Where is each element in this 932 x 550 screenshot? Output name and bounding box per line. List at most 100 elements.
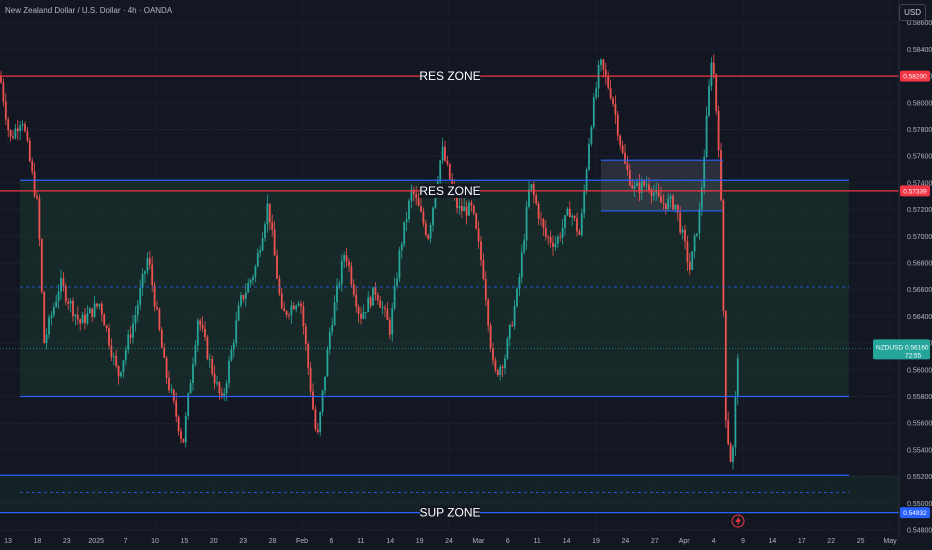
candle-body bbox=[540, 218, 542, 220]
candle-body bbox=[340, 260, 343, 284]
last-price-symbol: NZDUSD bbox=[876, 344, 903, 351]
candle-body bbox=[14, 128, 17, 139]
candle-body bbox=[9, 129, 12, 137]
candle-body bbox=[631, 185, 634, 189]
candle-body bbox=[717, 110, 720, 151]
candle-body bbox=[516, 288, 518, 306]
candle-body bbox=[693, 235, 696, 252]
x-tick-label: 23 bbox=[63, 538, 71, 545]
candle-body bbox=[564, 215, 566, 228]
currency-button[interactable]: USD bbox=[899, 4, 926, 21]
candle-body bbox=[26, 131, 29, 141]
candle-body bbox=[513, 305, 516, 326]
lightning-icon[interactable] bbox=[731, 514, 745, 528]
candle-body bbox=[384, 307, 386, 309]
candle-body bbox=[225, 383, 228, 394]
x-tick-label: Mar bbox=[472, 538, 485, 545]
candle-body bbox=[448, 163, 451, 180]
candle-body bbox=[484, 278, 487, 300]
y-tick-label: 0.54800 bbox=[907, 527, 932, 534]
bar-countdown: 72:55 bbox=[905, 352, 922, 359]
y-tick-label: 0.57400 bbox=[907, 180, 932, 187]
candle-body bbox=[583, 190, 586, 214]
candle-body bbox=[252, 276, 254, 281]
candle-body bbox=[261, 237, 264, 251]
candle-body bbox=[129, 334, 132, 338]
candle-body bbox=[619, 135, 622, 146]
candle-body bbox=[424, 223, 427, 236]
x-tick-label: 25 bbox=[857, 538, 865, 545]
candle-body bbox=[45, 334, 48, 344]
candle-body bbox=[636, 182, 638, 186]
candle-body bbox=[556, 236, 559, 245]
candle-body bbox=[21, 124, 24, 126]
candle-body bbox=[655, 190, 658, 193]
last-price-tag bbox=[873, 339, 930, 360]
y-tick-label: 0.58000 bbox=[907, 100, 932, 107]
candle-body bbox=[208, 359, 211, 360]
candle-body bbox=[218, 382, 221, 394]
candle-body bbox=[429, 225, 432, 239]
candle-body bbox=[40, 239, 43, 292]
x-tick-label: 2025 bbox=[88, 538, 104, 545]
candle-body bbox=[292, 305, 295, 310]
candle-body bbox=[415, 193, 418, 199]
candle-body bbox=[122, 360, 125, 372]
candle-body bbox=[280, 293, 283, 309]
candle-body bbox=[112, 355, 115, 357]
candle-body bbox=[165, 357, 168, 378]
candle-body bbox=[237, 305, 240, 321]
candle-body bbox=[499, 366, 502, 376]
candle-body bbox=[43, 291, 46, 344]
candle-body bbox=[496, 370, 499, 376]
candle-body bbox=[367, 297, 370, 313]
candle-body bbox=[451, 179, 454, 186]
candle-body bbox=[612, 98, 614, 104]
candle-body bbox=[117, 365, 120, 377]
candle-body bbox=[386, 308, 389, 320]
candle-body bbox=[458, 205, 461, 208]
candle-body bbox=[724, 310, 727, 421]
x-tick-label: May bbox=[883, 538, 897, 545]
candle-body bbox=[544, 227, 547, 237]
candle-body bbox=[321, 390, 324, 412]
x-tick-label: Feb bbox=[296, 538, 308, 545]
candle-body bbox=[640, 181, 643, 193]
candle-body bbox=[463, 206, 466, 212]
x-tick-label: 24 bbox=[445, 538, 453, 545]
candle-body bbox=[638, 182, 641, 193]
candle-body bbox=[667, 198, 670, 210]
candle-body bbox=[427, 235, 430, 239]
candle-body bbox=[228, 360, 230, 384]
candle-body bbox=[372, 287, 374, 306]
candle-body bbox=[674, 204, 677, 210]
candle-body bbox=[480, 241, 482, 261]
candle-body bbox=[0, 76, 2, 83]
candle-body bbox=[175, 400, 178, 417]
candle-body bbox=[566, 208, 569, 216]
y-tick-label: 0.58400 bbox=[907, 47, 932, 54]
candle-body bbox=[700, 187, 703, 210]
candle-body bbox=[364, 312, 367, 313]
x-tick-label: 6 bbox=[329, 538, 333, 545]
candle-body bbox=[273, 229, 276, 256]
candle-body bbox=[79, 319, 82, 324]
candle-body bbox=[319, 411, 322, 433]
candle-body bbox=[720, 150, 722, 201]
candle-body bbox=[307, 343, 310, 368]
candle-body bbox=[444, 146, 446, 161]
candle-body bbox=[48, 317, 50, 335]
candle-body bbox=[249, 280, 252, 284]
candle-body bbox=[391, 308, 394, 335]
candle-body bbox=[614, 103, 617, 115]
candle-body bbox=[547, 236, 550, 238]
candle-body bbox=[588, 143, 590, 170]
candle-body bbox=[441, 146, 444, 161]
candle-body bbox=[31, 161, 34, 172]
candle-body bbox=[412, 189, 415, 194]
candle-body bbox=[662, 202, 665, 204]
candle-body bbox=[369, 297, 372, 306]
candle-body bbox=[232, 342, 235, 350]
candle-body bbox=[525, 206, 528, 241]
